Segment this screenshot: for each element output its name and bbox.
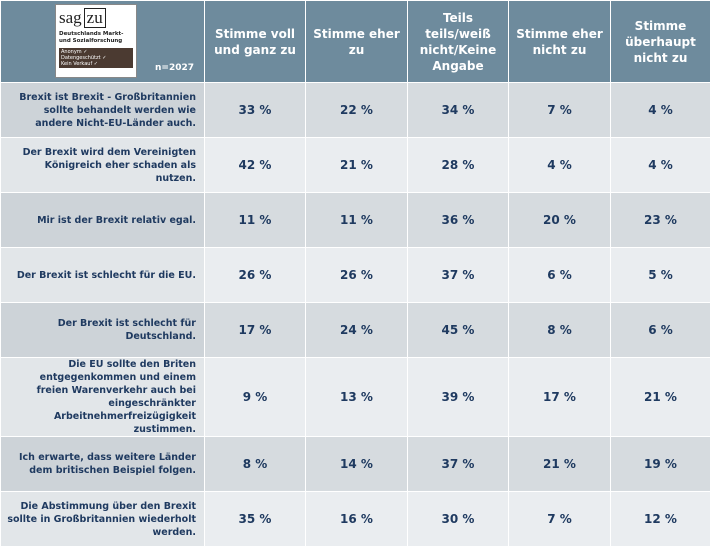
cell: 42 % <box>205 138 306 193</box>
statement: Der Brexit ist schlecht für die EU. <box>1 248 205 303</box>
cell: 11 % <box>306 193 408 248</box>
brand-right: zu <box>84 8 106 28</box>
column-header: Stimme eher nicht zu <box>509 1 611 83</box>
cell: 13 % <box>306 358 408 437</box>
cell: 6 % <box>611 303 710 358</box>
cell: 17 % <box>509 358 611 437</box>
cell: 36 % <box>408 193 509 248</box>
cell: 14 % <box>306 437 408 492</box>
cell: 4 % <box>611 138 710 193</box>
table-row: Ich erwarte, dass weitere Länder dem bri… <box>1 437 710 492</box>
cell: 16 % <box>306 492 408 547</box>
cell: 23 % <box>611 193 710 248</box>
cell: 37 % <box>408 248 509 303</box>
table-row: Der Brexit wird dem Vereinigten Königrei… <box>1 138 710 193</box>
cell: 8 % <box>205 437 306 492</box>
statement: Die EU sollte den Briten entgegenkommen … <box>1 358 205 437</box>
cell: 19 % <box>611 437 710 492</box>
cell: 30 % <box>408 492 509 547</box>
cell: 7 % <box>509 492 611 547</box>
cell: 34 % <box>408 83 509 138</box>
cell: 24 % <box>306 303 408 358</box>
cell: 37 % <box>408 437 509 492</box>
cell: 8 % <box>509 303 611 358</box>
table-row: Der Brexit ist schlecht für die EU.26 %2… <box>1 248 710 303</box>
cell: 21 % <box>611 358 710 437</box>
statement: Mir ist der Brexit relativ egal. <box>1 193 205 248</box>
cell: 26 % <box>205 248 306 303</box>
statement: Die Abstimmung über den Brexit sollte in… <box>1 492 205 547</box>
cell: 20 % <box>509 193 611 248</box>
column-header: Stimme voll und ganz zu <box>205 1 306 83</box>
table-row: Brexit ist Brexit - Großbritannien sollt… <box>1 83 710 138</box>
column-header: Teils teils/weiß nicht/Keine Angabe <box>408 1 509 83</box>
cell: 9 % <box>205 358 306 437</box>
cell: 6 % <box>509 248 611 303</box>
cell: 7 % <box>509 83 611 138</box>
cell: 17 % <box>205 303 306 358</box>
cell: 28 % <box>408 138 509 193</box>
cell: 39 % <box>408 358 509 437</box>
badge: Kein Verkauf ✓ <box>61 61 131 67</box>
column-header: Stimme überhaupt nicht zu <box>611 1 710 83</box>
cell: 4 % <box>611 83 710 138</box>
cell: 11 % <box>205 193 306 248</box>
table-row: Die Abstimmung über den Brexit sollte in… <box>1 492 710 547</box>
statement: Ich erwarte, dass weitere Länder dem bri… <box>1 437 205 492</box>
cell: 22 % <box>306 83 408 138</box>
table-row: Mir ist der Brexit relativ egal.11 %11 %… <box>1 193 710 248</box>
statement: Brexit ist Brexit - Großbritannien sollt… <box>1 83 205 138</box>
statement: Der Brexit wird dem Vereinigten Königrei… <box>1 138 205 193</box>
cell: 21 % <box>509 437 611 492</box>
brand-left: sag <box>59 8 82 27</box>
column-header: Stimme eher zu <box>306 1 408 83</box>
table-row: Die EU sollte den Briten entgegenkommen … <box>1 358 710 437</box>
tagline: Deutschlands Markt- und Sozialforschung <box>59 31 133 45</box>
cell: 4 % <box>509 138 611 193</box>
cell: 12 % <box>611 492 710 547</box>
cell: 35 % <box>205 492 306 547</box>
badges: Anonym ✓ Datengeschützt ✓ Kein Verkauf ✓ <box>59 48 133 68</box>
cell: 21 % <box>306 138 408 193</box>
sample-size: n=2027 <box>155 60 194 76</box>
table-body: Brexit ist Brexit - Großbritannien sollt… <box>1 83 710 547</box>
cell: 33 % <box>205 83 306 138</box>
statement: Der Brexit ist schlecht für Deutschland. <box>1 303 205 358</box>
cell: 5 % <box>611 248 710 303</box>
cell: 26 % <box>306 248 408 303</box>
table-row: Der Brexit ist schlecht für Deutschland.… <box>1 303 710 358</box>
cell: 45 % <box>408 303 509 358</box>
